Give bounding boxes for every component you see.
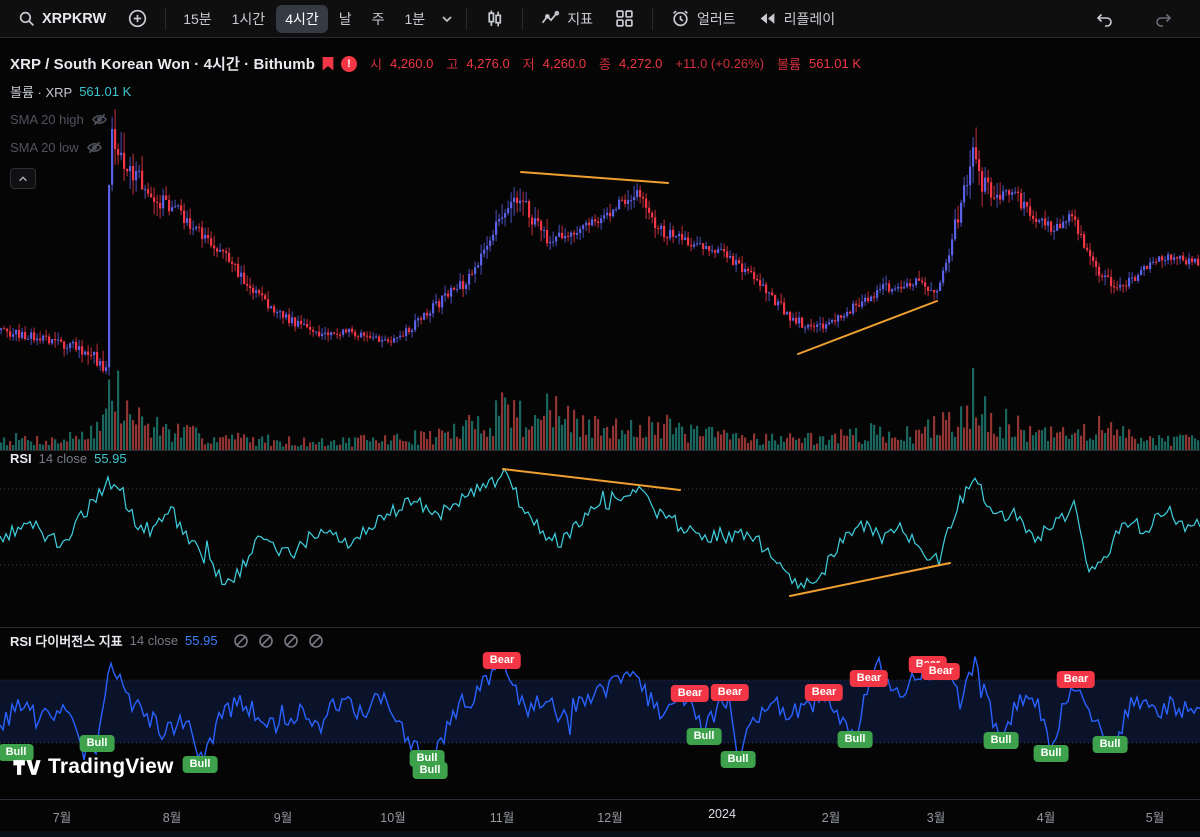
open-value: 4,260.0 <box>389 56 434 71</box>
eye-off-icon[interactable] <box>91 111 108 128</box>
rsi-divergence-params: 14 close <box>129 633 179 648</box>
time-axis-label: 2월 <box>821 811 841 825</box>
high-value: 4,276.0 <box>466 56 510 71</box>
replay-icon <box>760 13 774 24</box>
time-axis-label: 11월 <box>489 811 515 825</box>
sma-high-legend-row[interactable]: SMA 20 high <box>10 110 861 129</box>
chevron-down-icon <box>442 15 452 22</box>
legend-collapse-button[interactable] <box>10 168 36 189</box>
undo-icon <box>1096 13 1112 27</box>
rsi-title[interactable]: RSI <box>10 451 32 466</box>
top-toolbar: XRPKRW 15분 1시간 4시간 날 주 1분 지표 얼러트 <box>0 0 1200 38</box>
sma-low-legend-row[interactable]: SMA 20 low <box>10 138 861 157</box>
interval-1m-button[interactable]: 1분 <box>396 5 435 33</box>
rsi-divergence-legend-row[interactable]: RSI 다이버전스 지표 14 close 55.95 <box>10 631 324 650</box>
ban-icon[interactable] <box>283 633 299 649</box>
high-label: 고 <box>446 57 459 72</box>
search-icon <box>19 11 35 27</box>
low-label: 저 <box>522 57 535 72</box>
tradingview-logo-text: TradingView <box>48 755 174 778</box>
time-axis-label: 9월 <box>273 811 293 825</box>
toolbar-separator <box>651 7 653 30</box>
compare-add-button[interactable] <box>118 5 157 33</box>
ban-icon[interactable] <box>308 633 324 649</box>
alert-label: 얼러트 <box>696 10 736 27</box>
ban-icon[interactable] <box>233 633 249 649</box>
rsi-legend-row[interactable]: RSI 14 close 55.95 <box>10 451 127 466</box>
time-axis-label: 4월 <box>1036 811 1056 825</box>
change-value: +11.0 (+0.26%) <box>675 56 765 71</box>
replay-label: 리플레이 <box>783 10 836 27</box>
layout-grid-button[interactable] <box>605 5 644 33</box>
indicators-icon <box>542 10 560 24</box>
redo-icon <box>1156 13 1172 27</box>
tradingview-logo[interactable]: TradingView <box>12 755 174 779</box>
tradingview-logo-icon <box>13 759 41 775</box>
interval-1h-button[interactable]: 1시간 <box>223 5 275 33</box>
rsi-params: 14 close <box>38 451 88 466</box>
time-axis-label: 12월 <box>597 811 623 825</box>
interval-dropdown-button[interactable] <box>436 5 458 33</box>
low-value: 4,260.0 <box>542 56 587 71</box>
toolbar-separator <box>466 7 468 30</box>
alarm-clock-icon <box>673 10 688 27</box>
toolbar-separator <box>522 7 524 30</box>
interval-15m-button[interactable]: 15분 <box>174 5 220 33</box>
sma-high-label[interactable]: SMA 20 high <box>10 112 84 127</box>
rsi-divergence-title[interactable]: RSI 다이버전스 지표 <box>10 634 123 649</box>
replay-button[interactable]: 리플레이 <box>748 5 846 33</box>
symbol-title[interactable]: XRP / South Korean Won · 4시간 · Bithumb <box>10 56 316 73</box>
symbol-label: XRPKRW <box>42 10 107 27</box>
chart-style-button[interactable] <box>475 5 514 33</box>
main-chart-legend: XRP / South Korean Won · 4시간 · Bithumb !… <box>10 54 861 166</box>
marker-toggle-group <box>233 633 324 649</box>
volume-label: 볼륨 <box>777 57 801 72</box>
open-label: 시 <box>370 57 382 72</box>
time-axis-label: 8월 <box>162 811 182 825</box>
volume-value: 561.01 K <box>808 56 862 71</box>
sma-low-label[interactable]: SMA 20 low <box>10 140 79 155</box>
volume-indicator-value: 561.01 K <box>79 84 132 99</box>
symbol-legend-row[interactable]: XRP / South Korean Won · 4시간 · Bithumb !… <box>10 54 861 73</box>
time-axis[interactable]: 7월 8월 9월 10월 11월 12월 2024 2월 3월 4월 5월 <box>0 800 1200 831</box>
indicators-label: 지표 <box>567 10 593 27</box>
time-axis-label: 10월 <box>380 811 406 825</box>
close-value: 4,272.0 <box>619 56 663 71</box>
grid-layout-icon <box>616 10 633 27</box>
indicators-button[interactable]: 지표 <box>531 5 603 33</box>
volume-legend-row[interactable]: 볼륨 · XRP 561.01 K <box>10 82 861 101</box>
volume-indicator-label[interactable]: 볼륨 · XRP <box>10 85 73 100</box>
rsi-divergence-value: 55.95 <box>185 633 218 648</box>
flag-icon[interactable] <box>322 56 334 71</box>
plus-circle-icon <box>129 9 147 28</box>
undo-button[interactable] <box>1084 5 1124 33</box>
chevron-up-icon <box>19 175 27 181</box>
close-label: 종 <box>599 57 612 72</box>
toolbar-separator <box>165 7 167 30</box>
eye-off-icon[interactable] <box>86 139 103 156</box>
time-axis-label: 5월 <box>1145 811 1165 825</box>
interval-week-button[interactable]: 주 <box>363 5 394 33</box>
warning-icon[interactable]: ! <box>341 55 358 72</box>
symbol-search-button[interactable]: XRPKRW <box>8 5 116 33</box>
time-axis-label: 2024 <box>708 807 736 821</box>
time-axis-label: 7월 <box>52 811 72 825</box>
time-axis-label: 3월 <box>926 811 946 825</box>
ban-icon[interactable] <box>258 633 274 649</box>
interval-4h-button[interactable]: 4시간 <box>276 4 328 33</box>
rsi-value: 55.95 <box>94 451 127 466</box>
candlestick-icon <box>488 10 502 27</box>
alert-button[interactable]: 얼러트 <box>661 5 746 33</box>
interval-day-button[interactable]: 날 <box>330 5 361 33</box>
redo-button[interactable] <box>1144 5 1184 33</box>
bottom-edge-strip <box>0 831 1200 837</box>
